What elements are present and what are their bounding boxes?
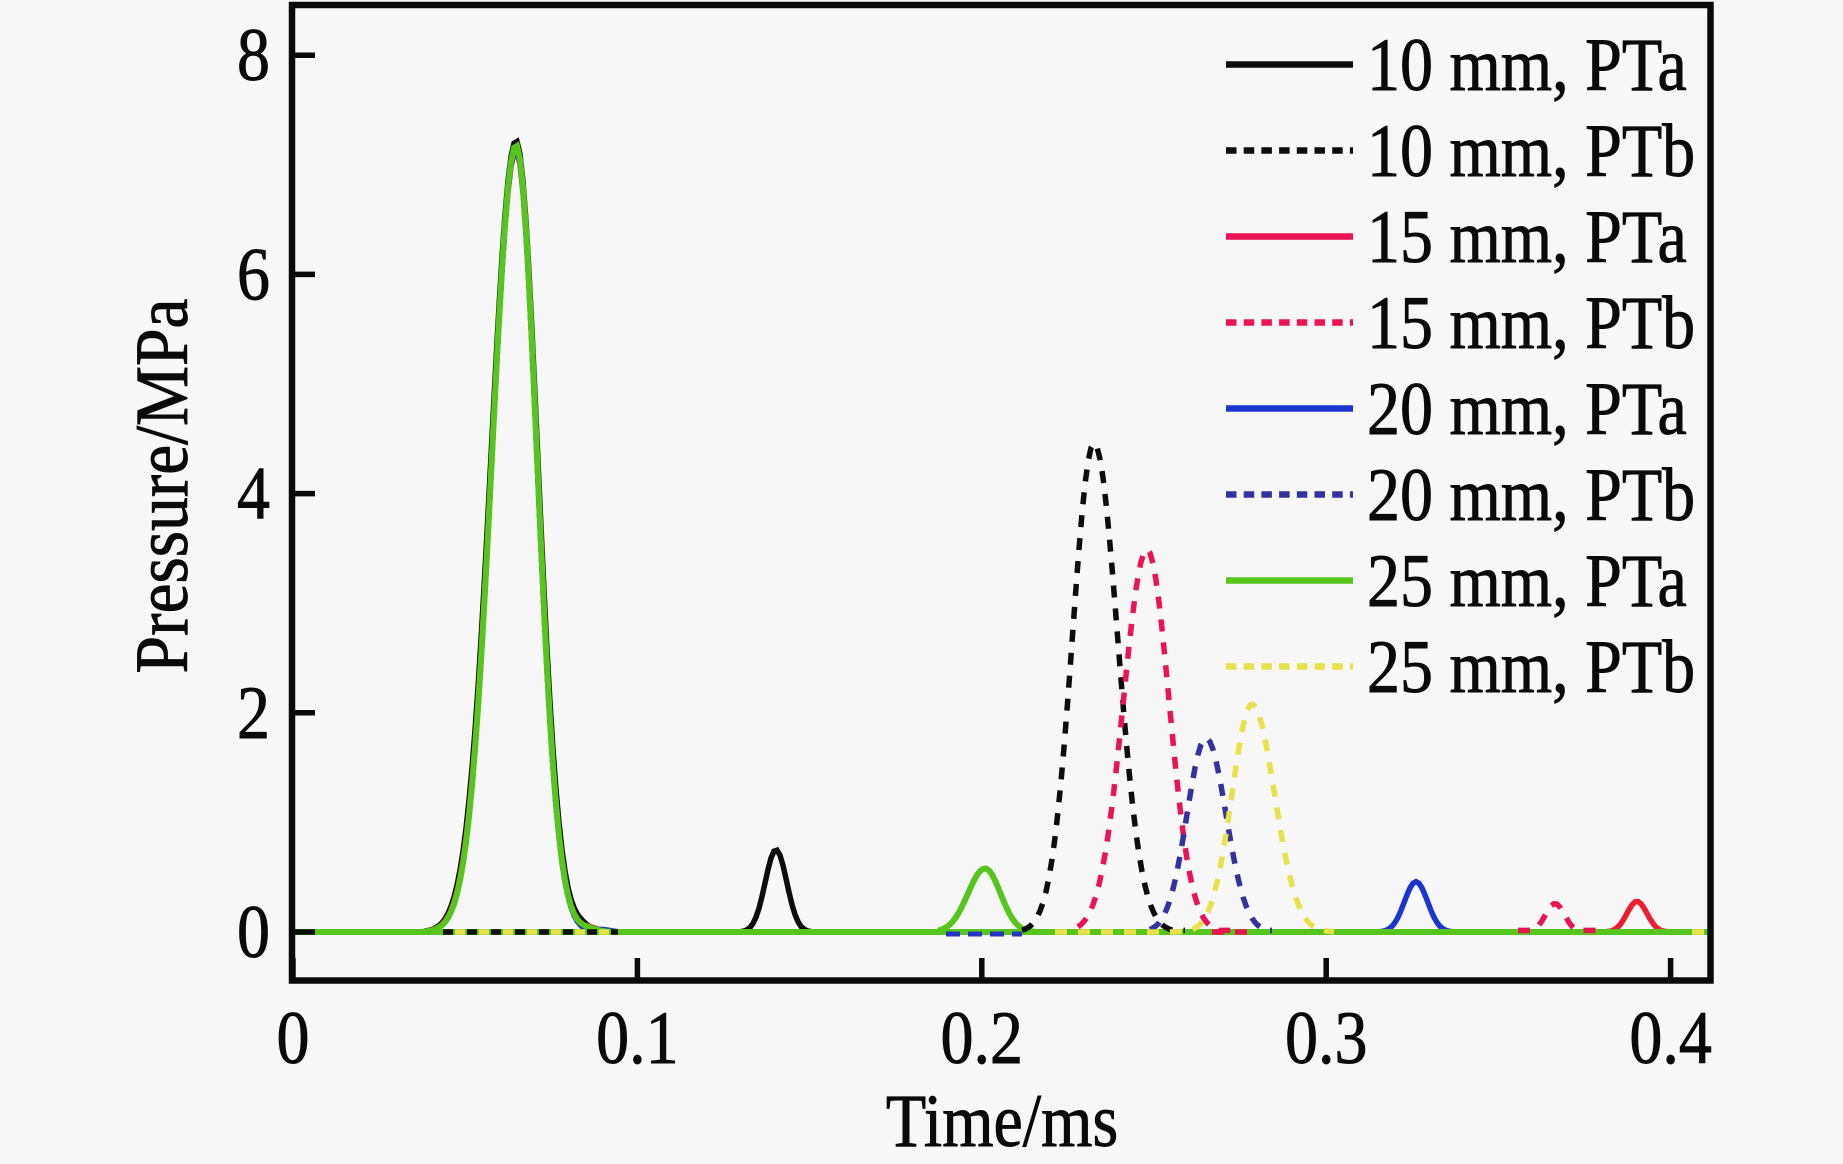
svg-text:0.4: 0.4 <box>1629 997 1711 1080</box>
svg-text:8: 8 <box>237 14 270 97</box>
svg-text:20 mm, PTb: 20 mm, PTb <box>1367 454 1695 537</box>
svg-text:25 mm, PTb: 25 mm, PTb <box>1367 626 1695 709</box>
svg-text:0: 0 <box>237 891 270 974</box>
svg-text:0.1: 0.1 <box>596 997 678 1080</box>
svg-text:0.2: 0.2 <box>941 997 1023 1080</box>
svg-text:Time/ms: Time/ms <box>886 1080 1118 1163</box>
svg-text:10 mm, PTb: 10 mm, PTb <box>1367 110 1695 193</box>
svg-text:15 mm, PTa: 15 mm, PTa <box>1367 196 1687 279</box>
svg-text:2: 2 <box>237 672 270 755</box>
svg-text:10 mm, PTa: 10 mm, PTa <box>1367 24 1687 107</box>
svg-text:Pressure/MPa: Pressure/MPa <box>121 299 204 674</box>
svg-text:6: 6 <box>237 234 270 317</box>
svg-text:25 mm, PTa: 25 mm, PTa <box>1367 540 1687 623</box>
svg-text:0.3: 0.3 <box>1285 997 1367 1080</box>
svg-text:20 mm, PTa: 20 mm, PTa <box>1367 368 1687 451</box>
svg-text:0: 0 <box>277 997 310 1080</box>
svg-text:4: 4 <box>237 453 270 536</box>
svg-text:15 mm, PTb: 15 mm, PTb <box>1367 282 1695 365</box>
